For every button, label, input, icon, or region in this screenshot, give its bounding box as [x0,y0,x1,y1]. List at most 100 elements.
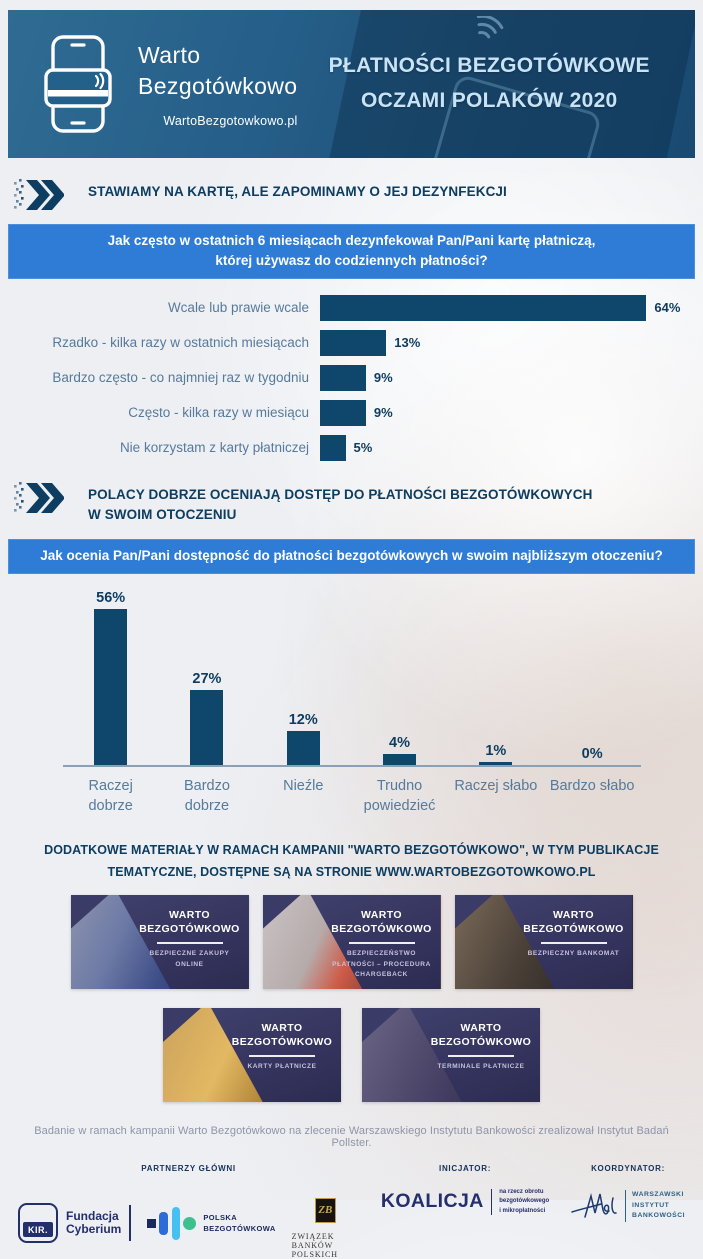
pb-line2: BEZGOTÓWKOWA [203,1224,276,1234]
pb-line1: POLSKA [203,1213,238,1223]
bar [320,294,647,321]
bar [320,364,366,391]
material-card: WARTO BEZGOTÓWKOWO BEZPIECZEŃSTWO PŁATNOŚ… [262,894,441,989]
phone-card-logo-icon [44,35,112,133]
brand-logo: Warto Bezgotówkowo WartoBezgotowkowo.pl [8,34,298,134]
availability-rating-chart: 56% 27% 12% 4% 1% 0% Raczej dobrze Bardzo dobr… [62,590,641,817]
polska-bezgotowkowa-logo-icon [146,1206,197,1240]
infographic-title-line2: OCZAMI POLAKÓW 2020 [360,89,618,112]
wib-line2: INSTYTUT [632,1201,670,1209]
logo-dot-shape [183,1216,197,1230]
bar-category-label: Trudno powiedzieć [363,777,436,814]
section2-heading-line2: W SWOIM OTOCZENIU [88,507,237,523]
question1-line1: Jak często w ostatnich 6 miesiącach dezy… [107,233,596,248]
question1-line2: której używasz do codziennych płatności? [215,253,488,269]
bar-category-label: Raczej słabo [454,777,538,794]
materials-heading-line1: DODATKOWE MATERIAŁY W RAMACH KAMPANII "W… [44,843,659,858]
bar-value-label: 12% [288,712,318,729]
bar-category-label: Bardzo dobrze [183,777,230,814]
divider-line [448,1055,514,1058]
availability-chart-columns: 56% 27% 12% 4% 1% 0% [62,590,641,767]
bar [286,731,320,765]
bar [383,753,417,765]
materials-heading-line2: TEMATYCZNE, DOSTĘPNE SĄ NA STRONIE WWW.W… [107,865,596,880]
material-card-text: WARTO BEZGOTÓWKOWO BEZPIECZNY BANKOMAT [520,908,628,960]
bar-track: 5% [320,434,677,461]
infographic-page: Warto Bezgotówkowo WartoBezgotowkowo.pl … [0,0,703,1200]
material-card: WARTO BEZGOTÓWKOWO BEZPIECZNY BANKOMAT [454,894,633,989]
chart-column: 56% [63,590,159,765]
bar [320,434,346,461]
coordinator-label: KOORDYNATOR: [591,1163,665,1173]
material-card-title: WARTO BEZGOTÓWKOWO [331,908,432,936]
partners-column: PARTNERZY GŁÓWNI KIR. Fundacja Cyberium [18,1164,359,1259]
material-card-subtitle: BEZPIECZNY BANKOMAT [527,950,620,958]
bar-value-label: 27% [192,670,222,687]
fundacja-cyberium-logo-text: Fundacja Cyberium [66,1208,121,1238]
question-banner-availability: Jak ocenia Pan/Pani dostępność do płatno… [8,539,695,574]
cyberium-line1: Fundacja [66,1208,119,1223]
bar-category-label: Często - kilka razy w miesiącu [128,405,309,420]
kir-cyberium-logo: KIR. Fundacja Cyberium [18,1203,131,1244]
material-card-title: WARTO BEZGOTÓWKOWO [430,1021,532,1049]
logo-bar-shape [159,1211,169,1235]
kir-logo-text: KIR. [23,1222,53,1238]
material-card-subtitle: KARTY PŁATNICZE [247,1063,317,1071]
bar-value-label: 9% [373,405,393,420]
disinfection-frequency-chart: Wcale lub prawie wcale 64% Rzadko - kilka … [18,294,680,461]
availability-chart-labels: Raczej dobrze Bardzo dobrze Nieźle Trudno p… [63,776,641,817]
divider [490,1188,493,1215]
chart-row: Bardzo często - co najmniej raz w tygodn… [18,364,677,391]
brand-website-url: WartoBezgotowkowo.pl [163,114,298,129]
bar [190,689,224,765]
bar-value-label: 5% [353,440,373,455]
bar-value-label: 1% [485,742,507,759]
bar-value-label: 56% [96,590,126,607]
wib-line3: BANKOWOŚCI [632,1212,685,1220]
chart-row: Wcale lub prawie wcale 64% [18,294,680,321]
chart-column: 12% [255,712,351,765]
polska-bezgotowkowa-logo-text: POLSKA BEZGOTÓWKOWA [203,1212,275,1235]
brand-name-line1: Warto [138,41,201,68]
bar-category-label: Bardzo słabo [549,777,635,794]
wib-line1: WARSZAWSKI [632,1191,684,1199]
material-card-text: WARTO BEZGOTÓWKOWO BEZPIECZEŃSTWO PŁATNOŚ… [328,908,436,981]
chart-column: 0% [544,746,640,765]
zwiazek-bankow-polskich-logo: ZB ZWIĄZEK BANKÓW POLSKICH [291,1197,359,1259]
question-banner-disinfection: Jak często w ostatnich 6 miesiącach dezy… [8,224,695,279]
logo-square-shape [146,1218,156,1228]
koalicja-sub-line1: na rzecz obrotu [499,1188,544,1195]
bar-value-label: 9% [373,370,393,385]
koalicja-sub-line2: bezgotówkowego [499,1198,550,1205]
double-chevron-icon [14,179,64,210]
question2-text: Jak ocenia Pan/Pani dostępność do płatno… [40,548,663,564]
material-card-title: WARTO BEZGOTÓWKOWO [231,1021,333,1049]
divider-line [540,942,607,945]
bar-category-label: Wcale lub prawie wcale [167,300,309,315]
bar [320,399,366,426]
kir-logo-icon: KIR. [18,1203,58,1244]
chart-row: Często - kilka razy w miesiącu 9% [18,399,677,426]
koalicja-logo-text: KOALICJA [380,1190,484,1213]
zbp-logo-text: ZWIĄZEK BANKÓW POLSKICH [291,1231,338,1259]
coordinator-column: KOORDYNATOR: WARSZAWSKI INSTYTUT BANKOWO… [571,1164,685,1222]
bar-category-label: Nieźle [283,777,324,794]
divider [129,1205,131,1242]
divider-line [348,942,415,945]
bar-track: 9% [320,364,677,391]
coordinator-logos: WARSZAWSKI INSTYTUT BANKOWOŚCI [571,1188,685,1222]
chart-column: 1% [448,743,544,765]
bar-category-label: Bardzo często - co najmniej raz w tygodn… [52,370,309,385]
header-banner: Warto Bezgotówkowo WartoBezgotowkowo.pl … [8,10,695,158]
materials-heading: DODATKOWE MATERIAŁY W RAMACH KAMPANII "W… [32,840,671,884]
section1-heading-text: STAWIAMY NA KARTĘ, ALE ZAPOMINAMY O JEJ … [88,184,507,199]
chart-row: Rzadko - kilka razy w ostatnich miesiąca… [18,329,677,356]
chart-column: 4% [351,735,447,765]
material-card: WARTO BEZGOTÓWKOWO KARTY PŁATNICZE [163,1007,341,1102]
materials-cards-row2: WARTO BEZGOTÓWKOWO KARTY PŁATNICZE WARTO B… [8,1007,695,1102]
bar-track: 9% [320,399,677,426]
polska-bezgotowkowa-logo: POLSKA BEZGOTÓWKOWA [146,1206,276,1240]
bar [479,761,513,765]
bar-track: 64% [320,294,680,321]
bar-track: 13% [320,329,677,356]
